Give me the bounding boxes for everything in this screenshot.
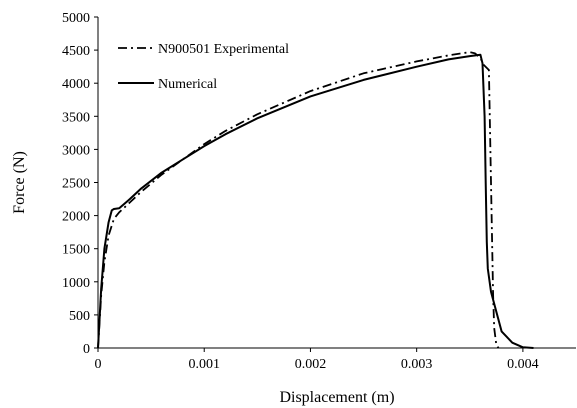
legend-label: N900501 Experimental [158, 42, 289, 57]
y-tick-label: 3000 [62, 143, 90, 158]
x-tick-label: 0.003 [401, 357, 433, 372]
y-tick-label: 2000 [62, 210, 90, 225]
y-tick-label: 0 [83, 342, 90, 357]
y-tick-label: 1000 [62, 276, 90, 291]
x-tick-label: 0.001 [188, 357, 220, 372]
x-axis-label: Displacement (m) [279, 389, 394, 406]
x-tick-label: 0.002 [295, 357, 327, 372]
axes [97, 17, 576, 349]
series-layer [97, 51, 534, 349]
series-line-numerical [97, 53, 534, 349]
ticks: 0 500 1000 1500 2000 2500 3000 3500 4000 4500 5000… [62, 11, 539, 372]
y-tick-label: 500 [69, 309, 90, 324]
y-tick-label: 2500 [62, 177, 90, 192]
y-tick-label: 4000 [62, 77, 90, 92]
y-tick-label: 1500 [62, 243, 90, 258]
x-tick-label: 0.004 [507, 357, 539, 372]
y-tick-label: 4500 [62, 44, 90, 59]
legend-label: Numerical [158, 77, 217, 92]
x-tick-label: 0 [95, 357, 102, 372]
series-line-experimental [97, 51, 500, 349]
y-axis-label: Force (N) [11, 151, 28, 214]
y-tick-label: 3500 [62, 110, 90, 125]
legend: N900501 Experimental Numerical [118, 42, 289, 92]
y-tick-label: 5000 [62, 11, 90, 26]
